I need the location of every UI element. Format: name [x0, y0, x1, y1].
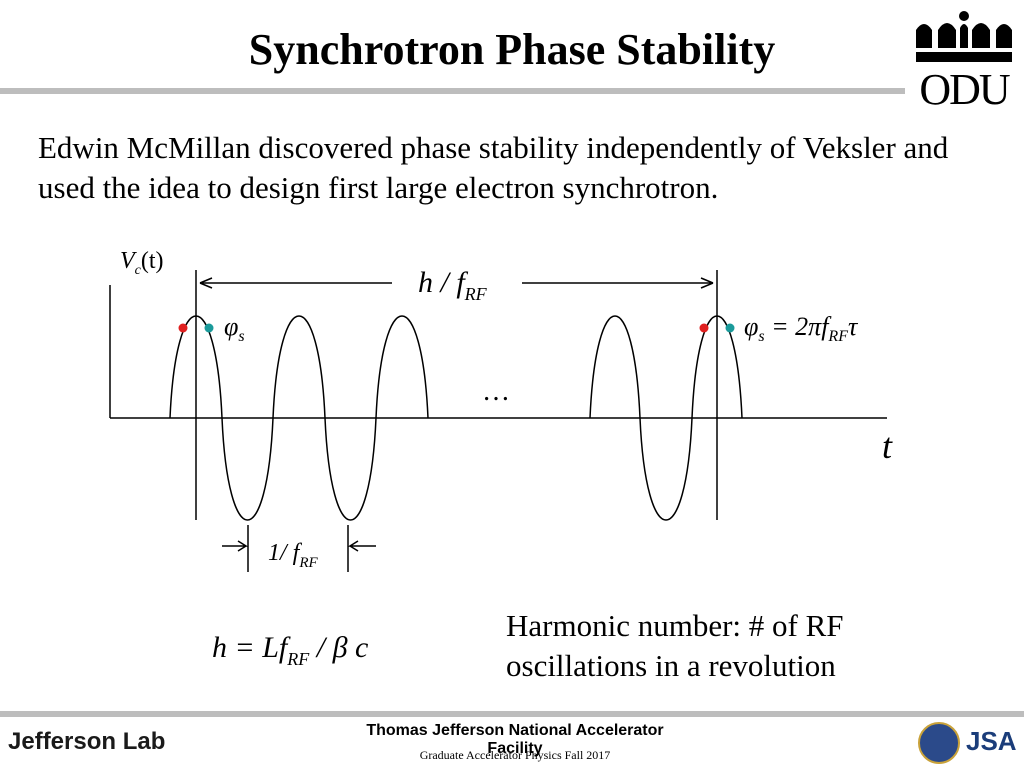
lab-logo: Jefferson Lab: [8, 728, 166, 755]
phase-label: φs = 2πfRFτ: [744, 312, 859, 345]
y-label: Vc(t): [120, 248, 164, 278]
crown: [916, 11, 1012, 62]
period-label: h / fRF: [418, 266, 488, 304]
particle-late: [725, 323, 735, 333]
ellipsis: …: [482, 376, 510, 407]
arrow-head: [199, 277, 714, 289]
particle-early: [699, 323, 709, 333]
rf-wave: [169, 315, 429, 521]
body-text: Edwin McMillan discovered phase stabilit…: [38, 130, 949, 205]
particle-early: [178, 323, 188, 333]
course: Graduate Accelerator Physics Fall 2017: [419, 748, 611, 762]
odu-logo: ODU: [912, 8, 1016, 114]
note: Harmonic number: # of RF oscillations in…: [506, 608, 844, 683]
rf-period-label: 1/ fRF: [268, 540, 319, 571]
particle-late: [204, 323, 214, 333]
arrow: [222, 540, 376, 552]
equation: h = LfRF / β c: [212, 631, 368, 669]
x-label: t: [882, 426, 893, 466]
title: Synchrotron Phase Stability: [248, 25, 776, 74]
facility: Thomas Jefferson National Accelerator Fa…: [366, 722, 664, 757]
title-rule: [0, 88, 905, 94]
phase-label: φs: [224, 312, 245, 345]
partner-logo: JSA: [966, 726, 1017, 756]
logo-text: ODU: [919, 65, 1010, 114]
doe-seal: [918, 722, 960, 764]
footer-rule: [0, 711, 1024, 717]
